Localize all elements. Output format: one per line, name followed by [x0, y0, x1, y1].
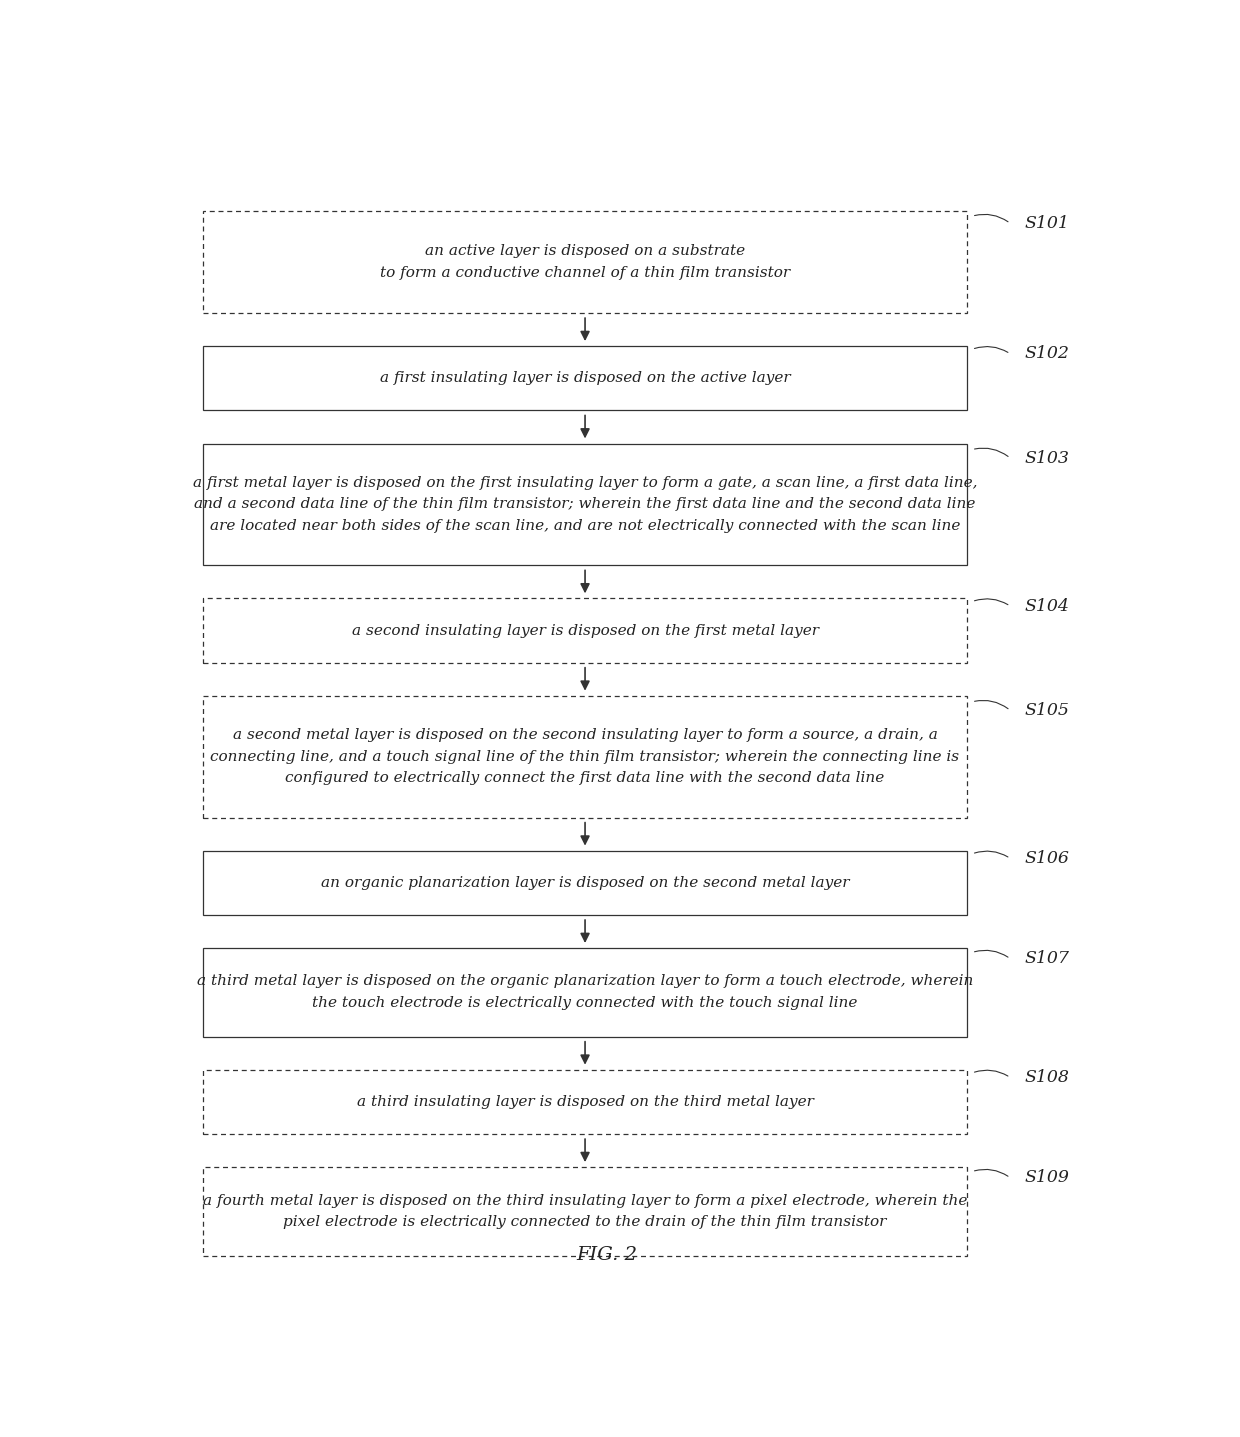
Text: S105: S105 [1024, 701, 1070, 718]
Bar [203, 211, 967, 313]
Text: an active layer is disposed on a substrate
to form a conductive channel of a thi: an active layer is disposed on a substra… [379, 244, 790, 280]
Bar [203, 444, 967, 565]
Text: S108: S108 [1024, 1069, 1070, 1086]
Text: S102: S102 [1024, 345, 1070, 362]
Text: a third insulating layer is disposed on the third metal layer: a third insulating layer is disposed on … [357, 1095, 813, 1109]
Text: a first metal layer is disposed on the first insulating layer to form a gate, a : a first metal layer is disposed on the f… [192, 476, 977, 533]
Bar [203, 346, 967, 411]
Text: S101: S101 [1024, 216, 1070, 231]
Bar [203, 948, 967, 1036]
Bar [203, 1069, 967, 1134]
Text: a third metal layer is disposed on the organic planarization layer to form a tou: a third metal layer is disposed on the o… [197, 974, 973, 1010]
Text: a fourth metal layer is disposed on the third insulating layer to form a pixel e: a fourth metal layer is disposed on the … [203, 1194, 967, 1229]
Bar [203, 1167, 967, 1256]
Text: a second metal layer is disposed on the second insulating layer to form a source: a second metal layer is disposed on the … [211, 729, 960, 786]
Text: S109: S109 [1024, 1170, 1070, 1187]
Text: S103: S103 [1024, 450, 1070, 467]
Bar [203, 598, 967, 662]
Text: S106: S106 [1024, 849, 1070, 867]
Text: S104: S104 [1024, 598, 1070, 615]
Text: an organic planarization layer is disposed on the second metal layer: an organic planarization layer is dispos… [321, 875, 849, 890]
Bar [203, 851, 967, 915]
Text: a second insulating layer is disposed on the first metal layer: a second insulating layer is disposed on… [352, 624, 818, 638]
Text: FIG. 2: FIG. 2 [577, 1246, 637, 1263]
Bar [203, 696, 967, 818]
Text: a first insulating layer is disposed on the active layer: a first insulating layer is disposed on … [379, 371, 790, 385]
Text: S107: S107 [1024, 950, 1070, 967]
